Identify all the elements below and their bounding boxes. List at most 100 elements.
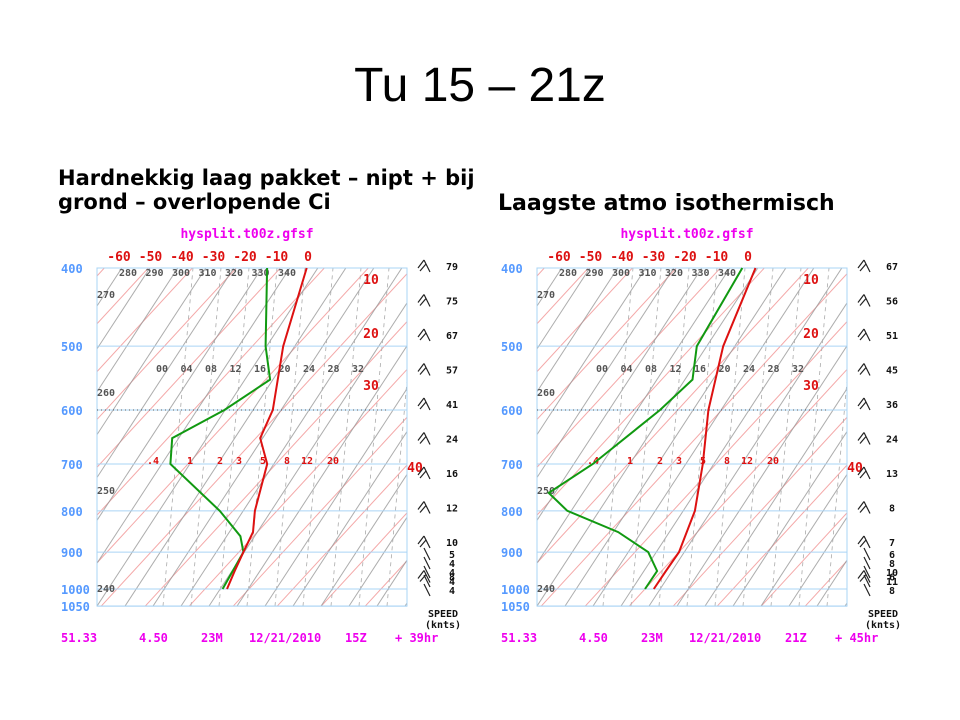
isotherm-line <box>320 512 407 607</box>
wind-barb-staff <box>423 570 431 583</box>
dry-adiabat-line <box>97 268 179 393</box>
wind-speed-label: 16 <box>446 469 458 480</box>
theta-label: 240 <box>537 584 555 595</box>
isotherm-line <box>232 416 407 607</box>
mixing-ratio-line <box>714 268 746 607</box>
temperature-label: 0 <box>744 250 752 265</box>
wind-barb-flag <box>417 294 425 303</box>
dry-adiabat-line <box>97 268 207 436</box>
temperature-label: -30 <box>202 250 226 265</box>
mixing-ratio-line <box>302 268 334 607</box>
wind-barb-flag <box>857 328 865 338</box>
mixing-ratio-label: 08 <box>645 364 657 375</box>
wind-speed-title: SPEED <box>868 609 898 620</box>
dry-adiabat-line <box>292 430 407 607</box>
mixing-ratio-line <box>602 268 634 607</box>
wind-speed-label: 6 <box>889 550 895 561</box>
dry-adiabat-line <box>704 387 847 607</box>
isotherm-line <box>97 268 281 468</box>
mixing-ratio-label: 2 <box>657 456 663 467</box>
wind-barb <box>417 570 431 583</box>
mixing-ratio-label: 1 <box>627 456 633 467</box>
dry-adiabat-line <box>152 268 375 607</box>
isotherm-line <box>188 368 407 607</box>
mixing-ratio-label: 3 <box>236 456 242 467</box>
wind-barb <box>417 363 431 376</box>
wind-speed-unit: (knts) <box>425 620 461 631</box>
wind-barb-flag <box>859 332 867 341</box>
mixing-ratio-line <box>246 268 278 607</box>
dry-adiabat-line <box>537 268 647 436</box>
dry-adiabat-line <box>124 268 347 607</box>
wind-barb <box>863 565 871 579</box>
temperature-label: 20 <box>803 327 819 342</box>
pressure-label: 400 <box>501 262 523 276</box>
wind-barb-staff <box>423 294 431 307</box>
mixing-ratio-label: 24 <box>303 364 315 375</box>
temperature-label: -50 <box>579 250 603 265</box>
wind-barb <box>423 556 431 570</box>
isotherm-line <box>893 224 905 606</box>
wind-speed-label: 51 <box>886 331 898 342</box>
mixing-ratio-line <box>274 268 306 607</box>
dry-adiabat-line <box>348 516 407 607</box>
wind-barb-staff <box>863 574 871 588</box>
isotherm-line <box>537 268 633 373</box>
wind-barb-flag <box>859 367 867 375</box>
mixing-ratio-label: .4 <box>587 456 599 467</box>
footer-field: + 39hr <box>395 631 438 645</box>
wind-barb-flag <box>417 570 425 579</box>
dry-adiabat-line <box>97 268 235 479</box>
wind-barb-staff <box>423 556 431 570</box>
theta-label: 330 <box>691 268 709 279</box>
wind-barb-flag <box>859 298 867 306</box>
wind-barb-flag <box>417 466 425 476</box>
plot-frame <box>96 267 408 607</box>
wind-speed-label: 57 <box>446 366 458 377</box>
wind-barb <box>423 565 431 579</box>
mixing-ratio-label: 28 <box>327 364 339 375</box>
mixing-ratio-line <box>330 268 362 607</box>
wind-speed-label: 10 <box>886 568 898 579</box>
theta-label: 270 <box>537 290 555 301</box>
mixing-ratio-line <box>190 268 222 607</box>
footer-field: 21Z <box>785 631 807 645</box>
wind-barb-flag <box>419 505 427 513</box>
wind-speed-label: 13 <box>886 469 898 480</box>
wind-barb-staff <box>863 570 871 583</box>
temperature-label: -20 <box>233 250 257 265</box>
wind-barb-staff <box>863 259 871 273</box>
pressure-label: 1050 <box>501 600 530 614</box>
mixing-ratio-label: 12 <box>741 456 753 467</box>
temperature-label: -50 <box>139 250 163 265</box>
dry-adiabat-line <box>564 268 787 607</box>
pressure-label: 900 <box>61 546 83 560</box>
wind-speed-label: 6 <box>889 573 895 584</box>
wind-barb <box>863 574 871 588</box>
pressure-label: 800 <box>61 505 83 519</box>
wind-barb <box>423 583 431 597</box>
wind-barb <box>857 432 871 445</box>
wind-barb-flag <box>419 470 427 479</box>
wind-barb <box>417 535 431 549</box>
wind-speed-label: 67 <box>446 331 458 342</box>
dry-adiabat-line <box>320 473 407 607</box>
temperature-label: -60 <box>107 250 131 265</box>
isotherm-line <box>537 268 765 516</box>
theta-label: 330 <box>251 268 269 279</box>
wind-barb-staff <box>423 397 431 411</box>
isotherm-line <box>540 273 847 607</box>
wind-barb-staff <box>423 583 431 597</box>
dry-adiabat-line <box>97 268 123 307</box>
dry-adiabat-line <box>537 268 675 479</box>
isotherm-line <box>628 368 847 607</box>
wind-barb-staff <box>863 294 871 307</box>
wind-barb-flag <box>417 432 425 441</box>
theta-label: 340 <box>718 268 736 279</box>
pressure-label: 700 <box>61 458 83 472</box>
wind-barb <box>857 363 871 376</box>
temperature-label: -20 <box>673 250 697 265</box>
pressure-label: 500 <box>501 340 523 354</box>
theta-label: 260 <box>537 388 555 399</box>
footer-field: + 45hr <box>835 631 878 645</box>
